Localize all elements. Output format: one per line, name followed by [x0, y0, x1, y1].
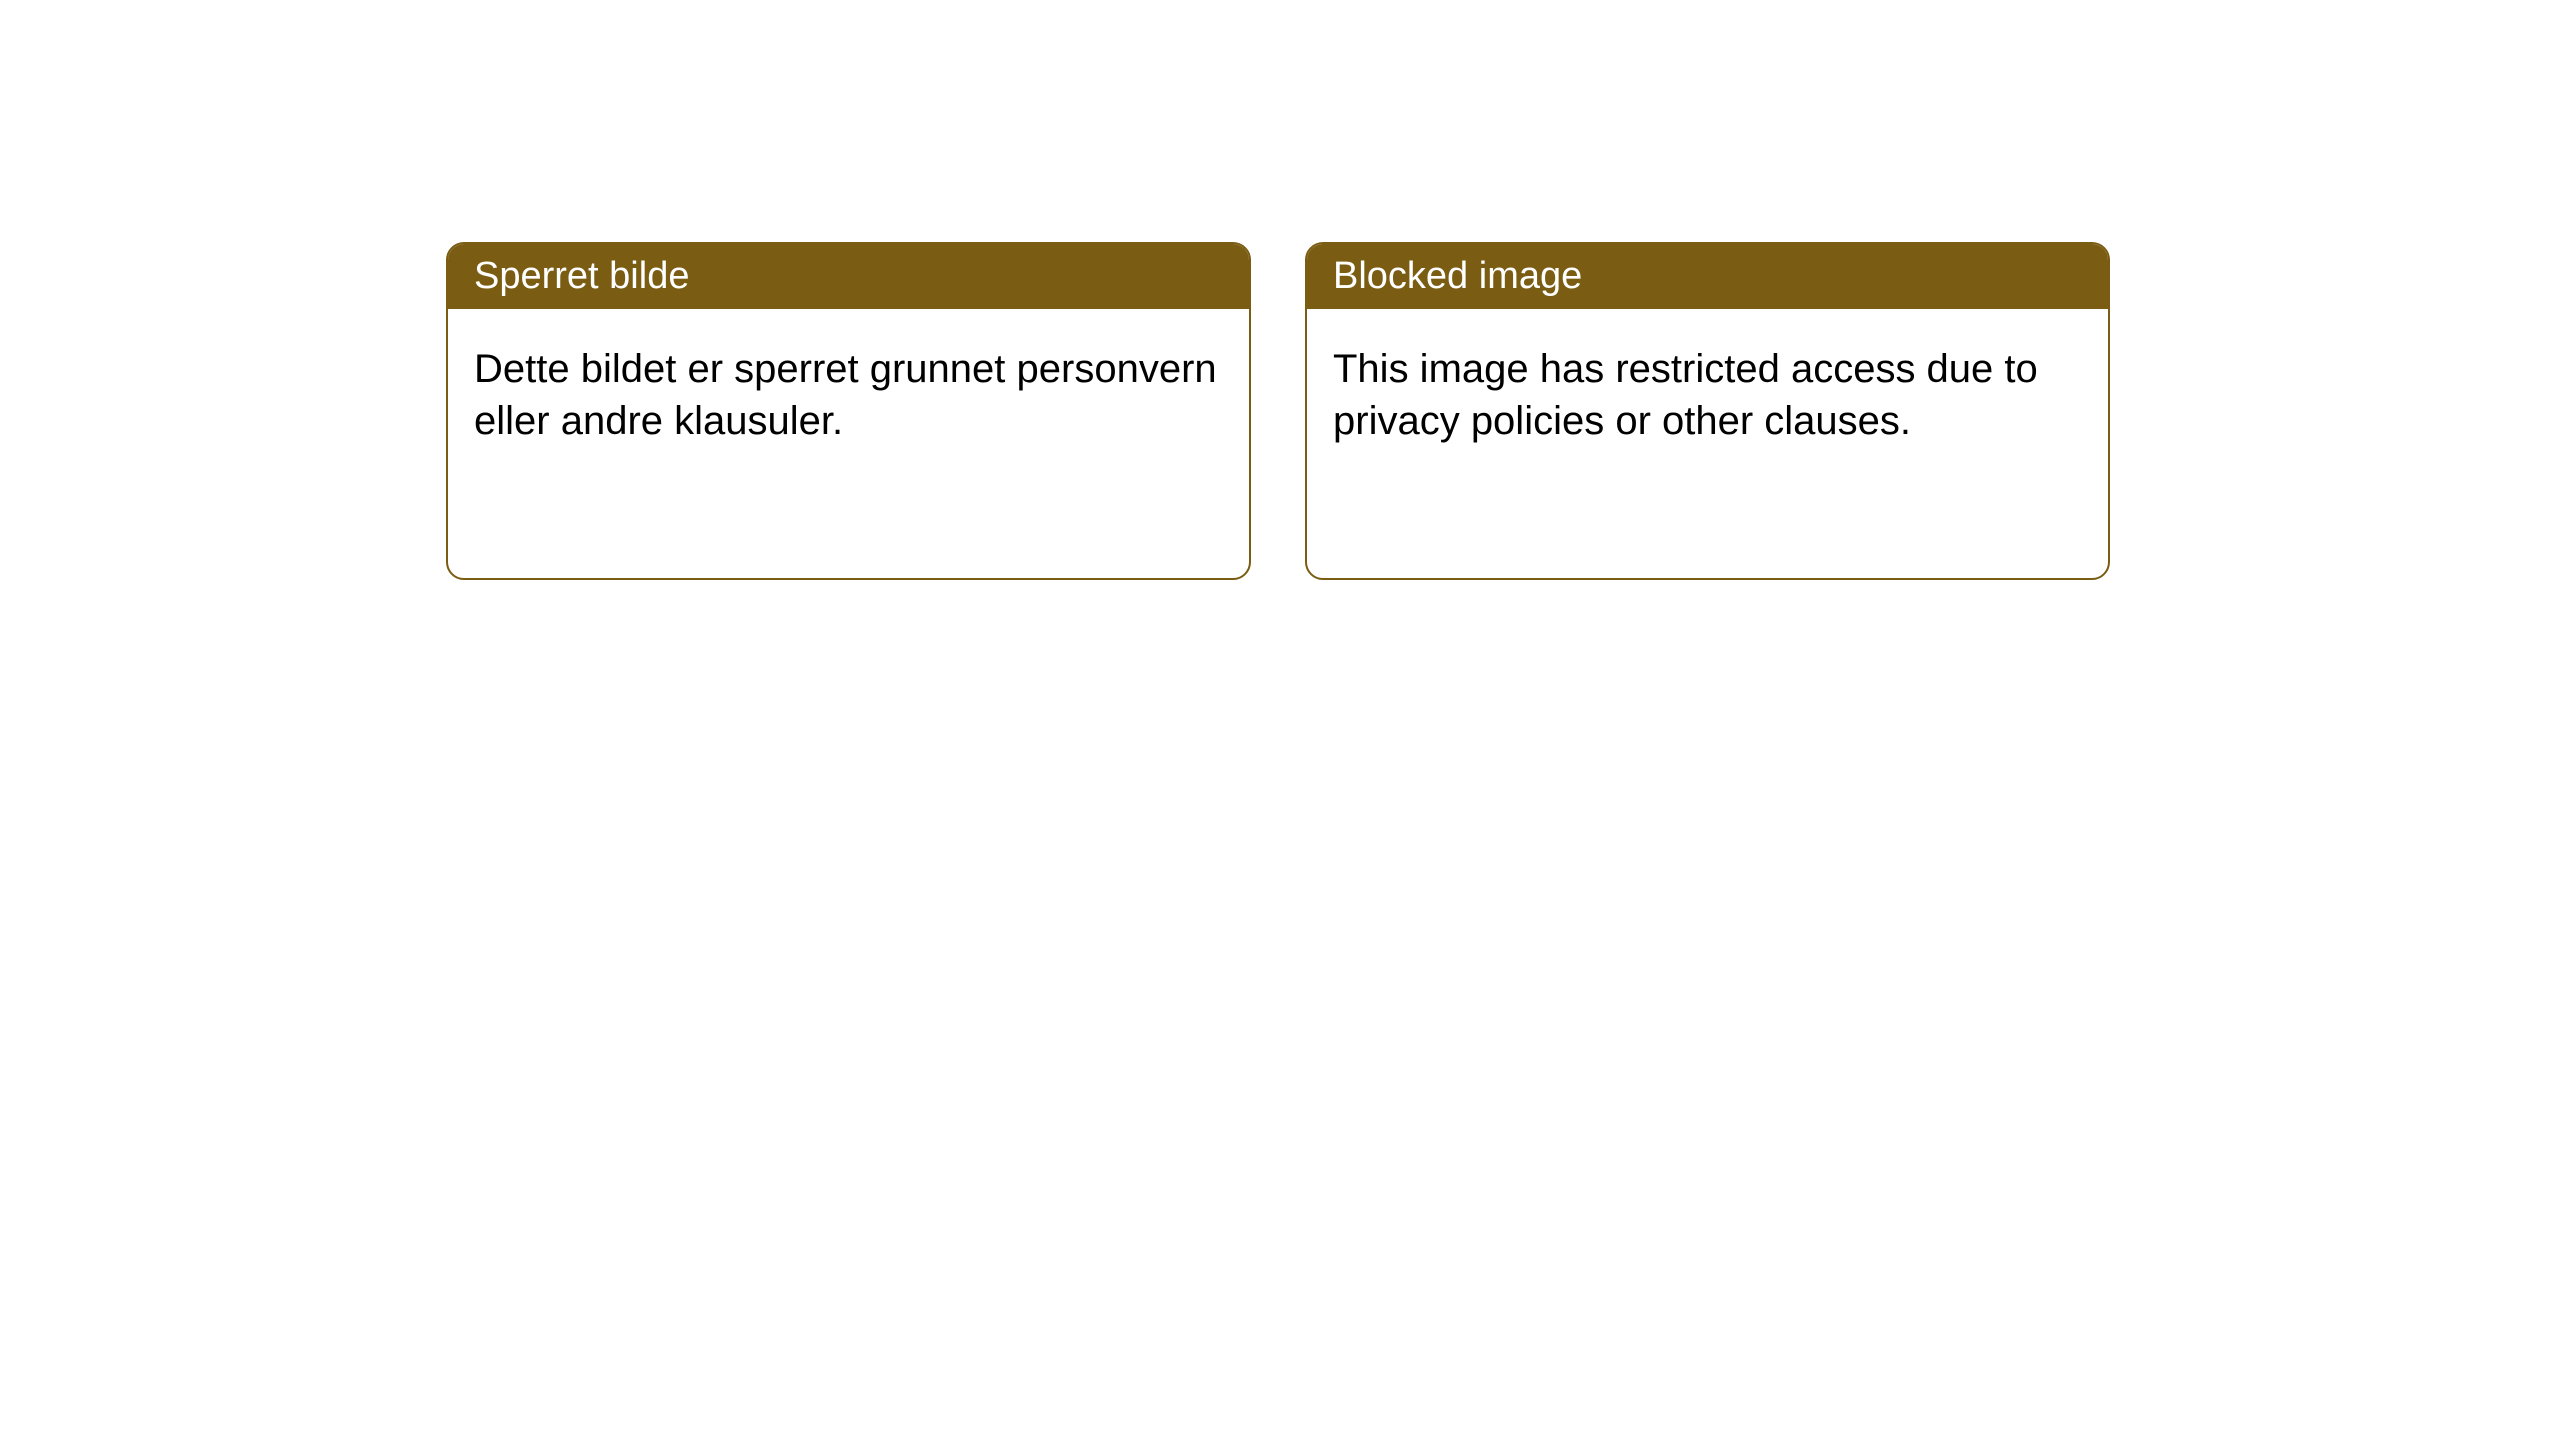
card-header: Blocked image	[1307, 244, 2108, 309]
card-title: Blocked image	[1333, 255, 1582, 297]
card-body-text: This image has restricted access due to …	[1333, 347, 2038, 443]
blocked-image-card-en: Blocked image This image has restricted …	[1305, 242, 2110, 580]
card-body: Dette bildet er sperret grunnet personve…	[448, 309, 1249, 481]
card-header: Sperret bilde	[448, 244, 1249, 309]
card-title: Sperret bilde	[474, 255, 689, 297]
card-body-text: Dette bildet er sperret grunnet personve…	[474, 347, 1217, 443]
blocked-image-card-no: Sperret bilde Dette bildet er sperret gr…	[446, 242, 1251, 580]
notice-cards-container: Sperret bilde Dette bildet er sperret gr…	[0, 0, 2560, 580]
card-body: This image has restricted access due to …	[1307, 309, 2108, 481]
